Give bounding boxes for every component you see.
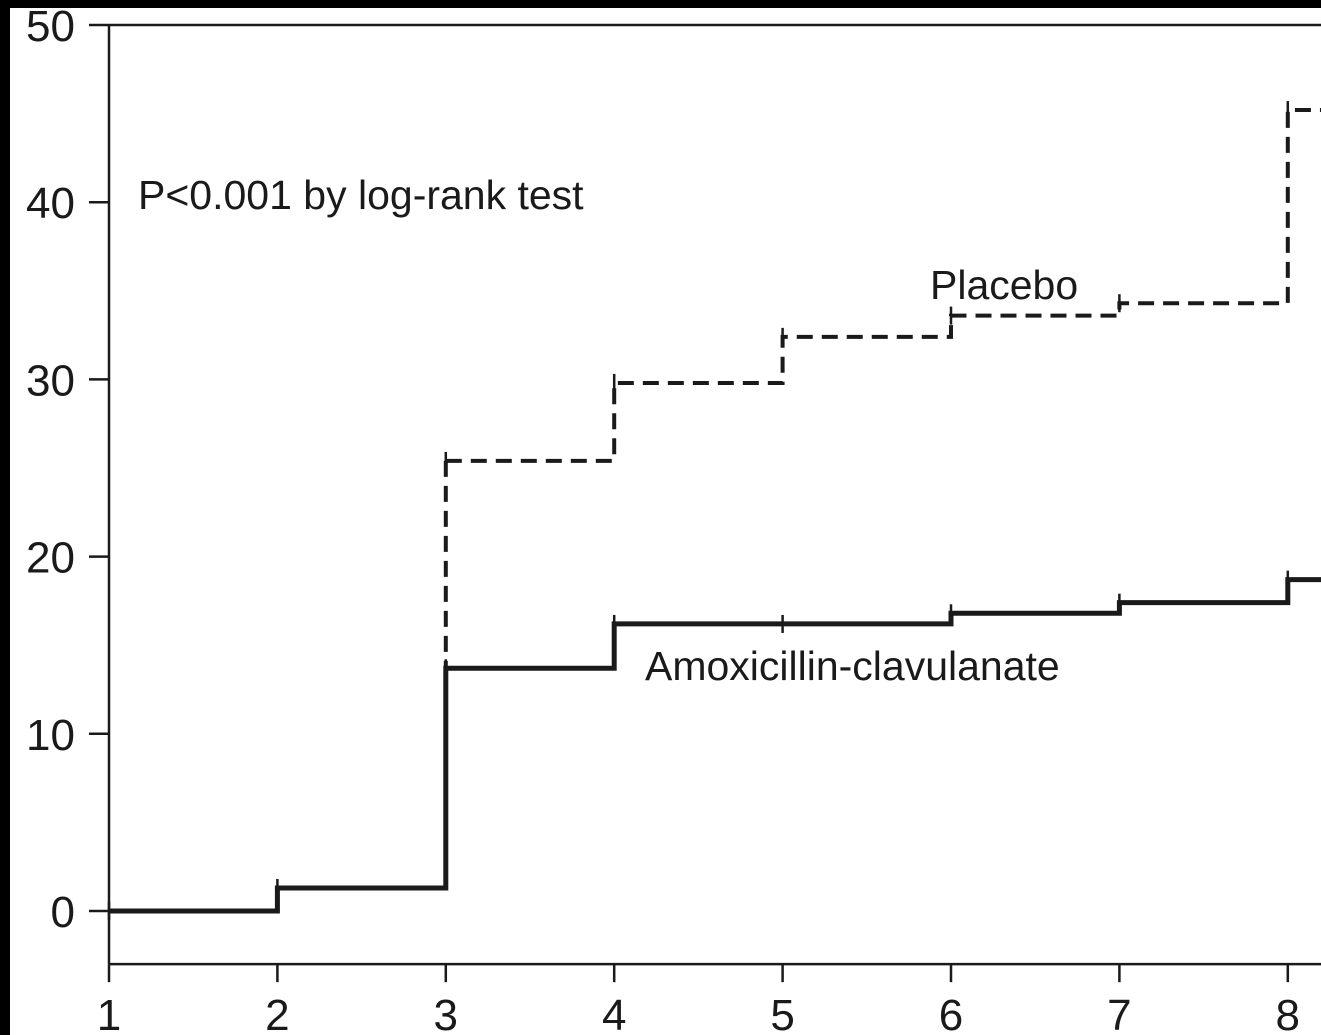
series-layer — [107, 101, 1321, 920]
x-tick-label: 2 — [265, 991, 289, 1035]
x-tick-label: 8 — [1276, 991, 1300, 1035]
y-tick-label: 30 — [26, 356, 75, 405]
top-frame — [0, 0, 1321, 8]
y-tick-label: 10 — [26, 711, 75, 760]
x-tick-label: 1 — [97, 991, 121, 1035]
chart-background — [0, 8, 1321, 1035]
ticks: 0 10 20 30 40 50 1 2 3 4 5 6 7 8 — [26, 2, 1300, 1035]
series-line-placebo — [445, 108, 1321, 463]
y-tick-label: 20 — [26, 534, 75, 583]
series-label-amoxicillin-clavulanate: Amoxicillin-clavulanate — [645, 643, 1060, 689]
x-tick-label: 7 — [1107, 991, 1131, 1035]
y-tick-label: 0 — [51, 888, 75, 937]
pvalue-annotation: P<0.001 by log-rank test — [138, 172, 584, 218]
x-tick-label: 3 — [434, 991, 458, 1035]
series-label-placebo: Placebo — [930, 262, 1078, 308]
y-tick-label: 50 — [26, 2, 75, 51]
x-tick-label: 6 — [939, 991, 963, 1035]
y-tick-label: 40 — [26, 179, 75, 228]
left-frame — [0, 0, 10, 1035]
x-tick-label: 5 — [770, 991, 794, 1035]
x-tick-label: 4 — [602, 991, 626, 1035]
